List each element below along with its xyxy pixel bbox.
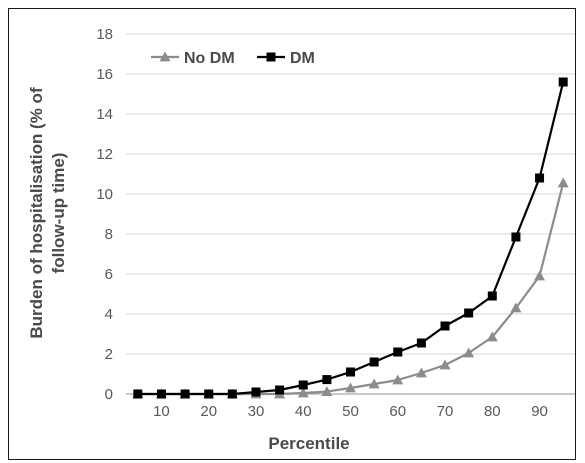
series-markers: [132, 77, 569, 399]
y-tick-label: 0: [105, 386, 113, 403]
legend: No DM DM: [151, 50, 315, 67]
x-tick-label: 50: [342, 403, 359, 420]
data-point-no-dm: [368, 378, 380, 389]
x-tick-label: 30: [248, 403, 265, 420]
y-axis-label-line-1: Burden of hospitalisation (% of: [27, 87, 46, 339]
data-point-dm: [464, 308, 474, 318]
data-point-dm: [133, 389, 143, 399]
x-tick-label: 90: [531, 403, 548, 420]
data-point-no-dm: [392, 374, 404, 385]
x-axis-label: Percentile: [268, 434, 349, 453]
data-point-dm: [298, 380, 308, 390]
data-point-dm: [156, 389, 166, 399]
data-point-no-dm: [534, 270, 546, 281]
y-tick-label: 8: [105, 226, 113, 243]
y-axis-label: Burden of hospitalisation (% of follow-u…: [27, 87, 68, 339]
data-point-dm: [322, 375, 332, 385]
data-point-dm: [558, 77, 568, 87]
data-point-dm: [369, 357, 379, 367]
legend-marker-dm: [266, 52, 276, 62]
data-point-dm: [416, 338, 426, 348]
y-tick-labels: 0 2 4 6 8 10 12 14 16 18: [96, 26, 113, 403]
line-chart: 0 2 4 6 8 10 12 14 16 18 10 20 30 40 50 60 70 80 90 No DM…: [27, 26, 575, 453]
data-point-no-dm: [345, 382, 356, 393]
legend-label-dm: DM: [290, 50, 315, 67]
data-point-dm: [275, 385, 285, 395]
data-point-dm: [346, 367, 355, 377]
data-point-no-dm: [439, 359, 451, 370]
data-point-no-dm: [321, 386, 333, 396]
data-point-no-dm: [486, 331, 498, 342]
data-point-dm: [227, 389, 237, 399]
x-tick-label: 70: [437, 403, 454, 420]
x-tick-label: 20: [200, 403, 217, 420]
data-point-dm: [511, 232, 521, 242]
y-tick-label: 4: [105, 306, 113, 323]
y-axis-label-line-2: follow-up time): [49, 153, 68, 274]
y-tick-label: 18: [96, 26, 113, 43]
x-tick-label: 10: [153, 403, 170, 420]
y-tick-label: 6: [105, 266, 113, 283]
y-tick-label: 16: [96, 66, 113, 83]
x-tick-label: 80: [484, 403, 501, 420]
legend-label-no-dm: No DM: [184, 50, 235, 67]
data-point-no-dm: [510, 302, 522, 313]
legend-marker-no-dm: [159, 51, 171, 62]
data-point-no-dm: [415, 367, 427, 378]
data-point-dm: [535, 173, 545, 183]
data-point-no-dm: [557, 177, 569, 188]
data-point-dm: [440, 321, 450, 331]
series-line-dm: [137, 81, 565, 396]
gridlines: [126, 33, 575, 355]
chart-frame: 0 2 4 6 8 10 12 14 16 18 10 20 30 40 50 60 70 80 90 No DM…: [8, 8, 576, 460]
data-point-no-dm: [463, 347, 475, 358]
x-tick-label: 40: [295, 403, 312, 420]
y-tick-label: 10: [96, 186, 113, 203]
x-tick-label: 60: [389, 403, 406, 420]
data-point-dm: [204, 389, 214, 399]
y-tick-label: 2: [105, 346, 113, 363]
series-lines: [137, 81, 565, 396]
series-line-no-dm: [137, 182, 565, 396]
data-point-dm: [251, 387, 261, 397]
y-tick-label: 14: [96, 106, 113, 123]
data-point-dm: [393, 347, 403, 357]
data-point-dm: [180, 389, 190, 399]
data-point-no-dm: [297, 387, 309, 398]
data-point-dm: [487, 291, 497, 301]
y-tick-label: 12: [96, 146, 113, 163]
x-tick-labels: 10 20 30 40 50 60 70 80 90: [153, 403, 548, 420]
